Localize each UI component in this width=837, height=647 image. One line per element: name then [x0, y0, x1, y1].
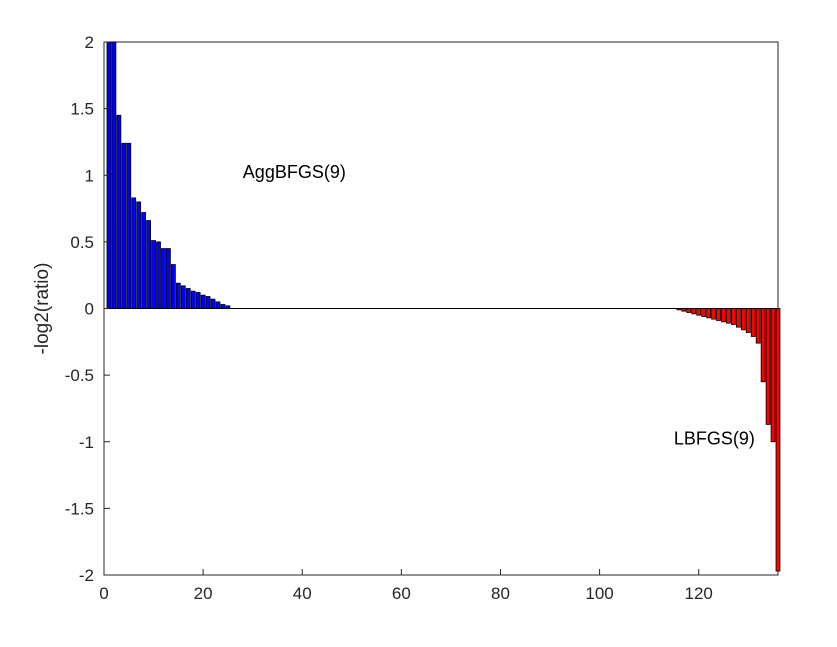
- bar: [156, 241, 161, 309]
- bar: [701, 308, 707, 317]
- bar: [721, 308, 726, 323]
- bar: [726, 308, 731, 324]
- y-tick-label: 1: [85, 166, 94, 185]
- bar: [200, 294, 206, 309]
- x-tick-label: 120: [685, 584, 713, 603]
- bar: [760, 308, 766, 383]
- bar: [151, 240, 156, 309]
- bar: [131, 197, 137, 309]
- bar: [205, 296, 211, 309]
- x-tick-label: 20: [194, 584, 213, 603]
- plot-area: 0 20 40 60 80 100 120 -2 -1.5 -1 -0.5 0 0.5 1 1.5 2: [65, 33, 781, 603]
- bar: [166, 248, 171, 309]
- bar: [136, 201, 142, 309]
- x-axis-ticks: 0 20 40 60 80 100 120: [99, 569, 713, 603]
- bar: [716, 308, 721, 321]
- bar: [740, 308, 746, 331]
- y-tick-label: -2: [79, 566, 94, 585]
- bar: [706, 308, 712, 319]
- bar: [775, 308, 781, 572]
- bar: [146, 220, 151, 309]
- bar: [215, 301, 221, 309]
- bar: [711, 308, 716, 320]
- bar: [195, 292, 201, 309]
- bar: [220, 304, 226, 309]
- x-tick-label: 0: [99, 584, 108, 603]
- bar: [696, 308, 702, 316]
- y-tick-label: -1.5: [65, 499, 94, 518]
- bar: [755, 308, 761, 344]
- y-tick-label: 2: [85, 33, 94, 52]
- bar: [770, 308, 776, 443]
- bar: [116, 114, 122, 309]
- y-axis-ticks: -2 -1.5 -1 -0.5 0 0.5 1 1.5 2: [65, 33, 110, 585]
- bar: [185, 288, 191, 309]
- bar: [161, 248, 166, 309]
- bar: [750, 308, 756, 337]
- bar: [126, 142, 132, 309]
- bar: [765, 308, 771, 425]
- x-tick-label: 60: [392, 584, 411, 603]
- bar: [210, 298, 216, 309]
- bar: [686, 308, 692, 313]
- bar: [111, 41, 117, 309]
- y-tick-label: 1.5: [70, 100, 94, 119]
- y-tick-label: 0.5: [70, 233, 94, 252]
- x-tick-label: 80: [491, 584, 510, 603]
- y-tick-label: 0: [85, 300, 94, 319]
- bar: [190, 290, 196, 309]
- bar: [731, 308, 736, 325]
- bar: [691, 308, 697, 315]
- y-tick-label: -0.5: [65, 366, 94, 385]
- annotation-lbfgs: LBFGS(9): [674, 428, 755, 448]
- annotation-aggbfgs: AggBFGS(9): [243, 162, 346, 182]
- y-axis-label: -log2(ratio): [32, 263, 53, 355]
- bar: [745, 308, 751, 333]
- bar: [121, 142, 127, 309]
- bar: [175, 282, 181, 309]
- x-tick-label: 100: [585, 584, 613, 603]
- x-tick-label: 40: [293, 584, 312, 603]
- bar: [141, 212, 147, 309]
- y-tick-label: -1: [79, 433, 94, 452]
- bar: [180, 285, 186, 309]
- bar: [735, 308, 741, 328]
- bar: [170, 264, 176, 309]
